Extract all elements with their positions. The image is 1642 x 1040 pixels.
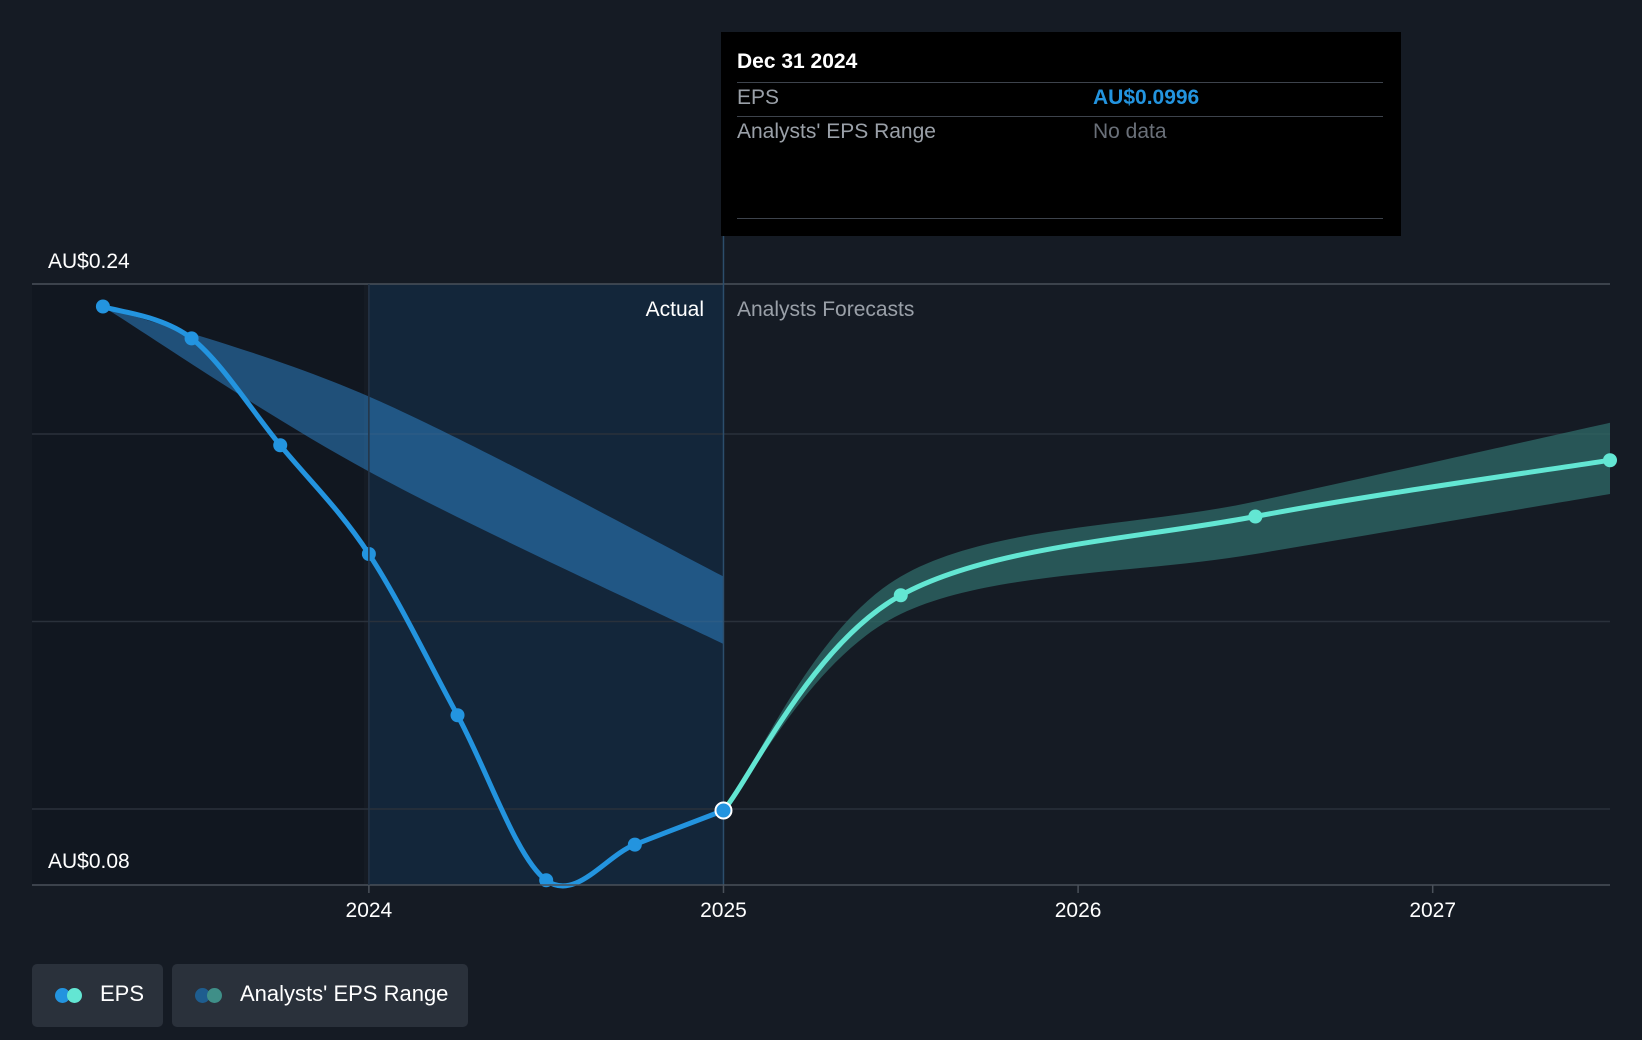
eps-actual-swatch-icon — [55, 988, 70, 1003]
eps-forecast-swatch-icon — [67, 988, 82, 1003]
tooltip-divider — [737, 218, 1383, 219]
x-tick-label: 2027 — [1409, 899, 1456, 922]
eps-actual-point — [95, 299, 110, 314]
tooltip-eps-value: AU$0.0996 — [1093, 86, 1200, 109]
tooltip-date: Dec 31 2024 — [737, 50, 858, 73]
legend-eps-range[interactable]: Analysts' EPS Range — [172, 964, 468, 1027]
eps-forecast-point — [1603, 453, 1617, 468]
y-axis-top-label: AU$0.24 — [48, 250, 130, 273]
range-past-swatch-icon — [195, 988, 210, 1003]
x-tick-label: 2026 — [1055, 899, 1102, 922]
legend-eps-range-label: Analysts' EPS Range — [240, 981, 449, 1006]
tooltip-eps-label: EPS — [737, 86, 780, 109]
eps-actual-point — [184, 331, 199, 346]
past-background — [32, 284, 364, 885]
eps-actual-point — [627, 837, 642, 852]
legend-eps-label: EPS — [100, 981, 145, 1006]
x-axis-ticks: 2024 2025 2026 2027 — [346, 885, 1456, 922]
eps-actual-line — [100, 304, 726, 889]
forecast-section-label: Analysts Forecasts — [737, 298, 914, 321]
tooltip: Dec 31 2024 EPS AU$0.0996 Analysts' EPS … — [721, 32, 1401, 236]
eps-forecast-line — [721, 457, 1613, 813]
tooltip-range-label: Analysts' EPS Range — [737, 120, 936, 143]
x-tick-label: 2024 — [346, 899, 393, 922]
eps-forecast-point — [893, 588, 908, 603]
legend-eps[interactable]: EPS — [32, 964, 163, 1027]
y-axis-bottom-label: AU$0.08 — [48, 850, 130, 873]
x-tick-label: 2025 — [700, 899, 747, 922]
data-points — [95, 299, 1617, 888]
tooltip-range-value: No data — [1093, 120, 1167, 143]
eps-actual-point — [450, 708, 465, 723]
forecast-eps-range-band — [723, 422, 1610, 811]
eps-actual-point — [273, 438, 288, 453]
actual-section-label: Actual — [646, 298, 704, 321]
eps-actual-point — [539, 873, 554, 888]
highlighted-point — [714, 801, 733, 820]
gridlines — [32, 283, 1610, 810]
tooltip-divider — [737, 82, 1383, 83]
past-estimate-band — [102, 306, 724, 644]
range-forecast-swatch-icon — [207, 988, 222, 1003]
eps-forecast-point — [1248, 509, 1263, 524]
tooltip-divider — [737, 116, 1383, 117]
